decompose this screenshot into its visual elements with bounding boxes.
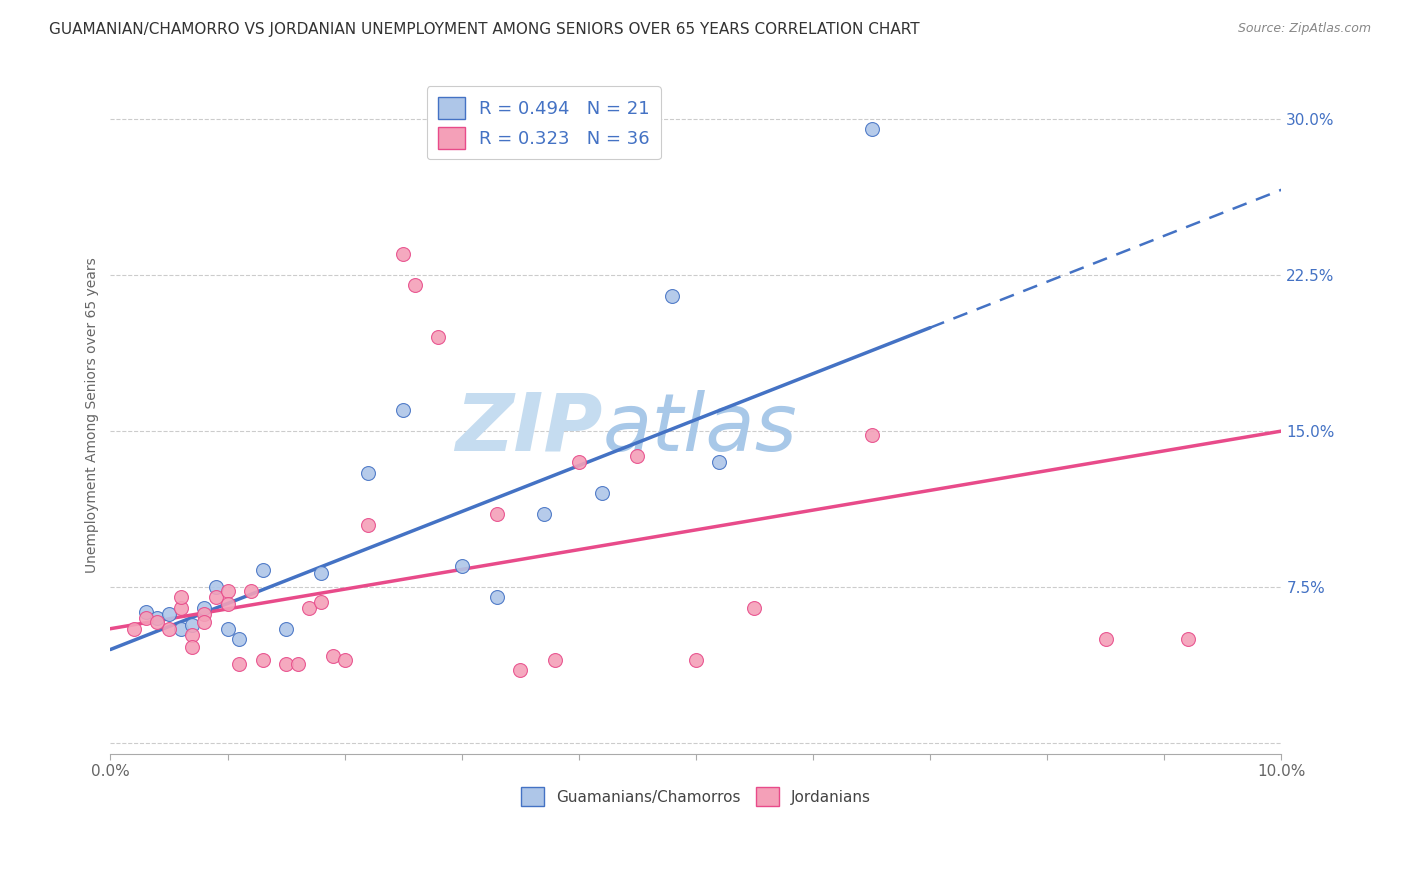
Point xyxy=(626,449,648,463)
Point xyxy=(204,591,226,605)
Point xyxy=(146,615,169,630)
Point xyxy=(169,601,191,615)
Point xyxy=(204,580,226,594)
Point xyxy=(298,601,321,615)
Point xyxy=(135,605,157,619)
Point xyxy=(309,566,332,580)
Point xyxy=(322,648,344,663)
Point xyxy=(309,595,332,609)
Point xyxy=(193,615,215,630)
Point xyxy=(450,559,472,574)
Point xyxy=(217,622,239,636)
Point xyxy=(1094,632,1116,646)
Point xyxy=(1177,632,1199,646)
Point xyxy=(685,653,707,667)
Point xyxy=(228,632,250,646)
Point xyxy=(485,508,508,522)
Point xyxy=(239,584,262,599)
Y-axis label: Unemployment Among Seniors over 65 years: Unemployment Among Seniors over 65 years xyxy=(86,258,100,574)
Point xyxy=(274,622,297,636)
Point xyxy=(252,564,274,578)
Text: ZIP: ZIP xyxy=(456,390,602,468)
Point xyxy=(157,607,180,621)
Point xyxy=(591,486,613,500)
Point xyxy=(392,403,415,417)
Point xyxy=(860,122,883,136)
Point xyxy=(357,517,380,532)
Point xyxy=(228,657,250,671)
Text: Source: ZipAtlas.com: Source: ZipAtlas.com xyxy=(1237,22,1371,36)
Point xyxy=(169,591,191,605)
Point xyxy=(181,617,204,632)
Point xyxy=(333,653,356,667)
Point xyxy=(568,455,591,469)
Point xyxy=(485,591,508,605)
Point xyxy=(252,653,274,667)
Point xyxy=(217,584,239,599)
Point xyxy=(427,330,450,344)
Point xyxy=(357,466,380,480)
Point xyxy=(860,428,883,442)
Point xyxy=(146,611,169,625)
Point xyxy=(169,622,191,636)
Point xyxy=(744,601,766,615)
Point xyxy=(122,622,145,636)
Point xyxy=(181,628,204,642)
Point xyxy=(661,289,683,303)
Point xyxy=(193,607,215,621)
Point xyxy=(274,657,297,671)
Text: GUAMANIAN/CHAMORRO VS JORDANIAN UNEMPLOYMENT AMONG SENIORS OVER 65 YEARS CORRELA: GUAMANIAN/CHAMORRO VS JORDANIAN UNEMPLOY… xyxy=(49,22,920,37)
Point xyxy=(287,657,309,671)
Point xyxy=(404,278,426,293)
Legend: Guamanians/Chamorros, Jordanians: Guamanians/Chamorros, Jordanians xyxy=(513,780,879,814)
Point xyxy=(193,601,215,615)
Point xyxy=(709,455,731,469)
Text: atlas: atlas xyxy=(602,390,797,468)
Point xyxy=(544,653,567,667)
Point xyxy=(135,611,157,625)
Point xyxy=(181,640,204,655)
Point xyxy=(392,247,415,261)
Point xyxy=(157,622,180,636)
Point xyxy=(217,597,239,611)
Point xyxy=(509,663,531,677)
Point xyxy=(533,508,555,522)
